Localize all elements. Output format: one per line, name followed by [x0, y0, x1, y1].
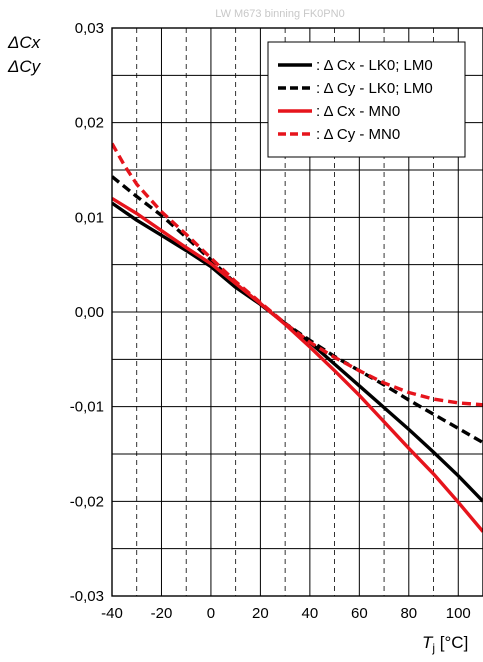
y-tick-label: -0,03	[70, 588, 104, 605]
x-tick-label: 20	[252, 605, 269, 622]
x-axis-label-symbol: T	[422, 633, 434, 652]
x-axis-label-unit: [°C]	[435, 633, 468, 652]
y-tick-label: -0,01	[70, 399, 104, 416]
series-line-1	[112, 201, 483, 503]
tick-labels: -40 -20 0 20 40 60 80 100 -0,03 -0,02 -0,01 0,00 0,0…	[70, 20, 471, 622]
x-tick-label: 40	[302, 605, 319, 622]
x-tick-label: -40	[101, 605, 123, 622]
x-axis-label: Tj [°C]	[422, 633, 468, 655]
legend-label-2: : Δ Cy - LK0; LM0	[316, 80, 433, 97]
y-tick-label: 0,01	[75, 209, 104, 226]
x-tick-label: 60	[351, 605, 368, 622]
x-tick-label: 80	[400, 605, 417, 622]
x-axis-label-subscript: j	[431, 641, 435, 655]
plot-frame	[111, 27, 483, 597]
chart-title: LW M673 binning FK0PN0	[215, 8, 344, 20]
legend-label-1: : Δ Cx - LK0; LM0	[316, 57, 433, 74]
y-tick-label: 0,02	[75, 115, 104, 132]
series-line-3	[112, 196, 483, 533]
y-tick-label: 0,03	[75, 20, 104, 37]
x-tick-label: -20	[151, 605, 173, 622]
y-axis-label-cy: ΔCy	[7, 57, 42, 76]
x-tick-label: 0	[207, 605, 215, 622]
legend-label-3: : Δ Cx - MN0	[316, 103, 400, 120]
y-axis-label-cx: ΔCx	[7, 33, 41, 52]
legend: : Δ Cx - LK0; LM0 : Δ Cy - LK0; LM0 : Δ Cx…	[267, 41, 466, 158]
legend-label-4: : Δ Cy - MN0	[316, 126, 400, 143]
svg-text:Tj [°C]: Tj [°C]	[422, 633, 468, 655]
series-layer	[112, 142, 483, 533]
y-tick-label: 0,00	[75, 304, 104, 321]
y-tick-label: -0,02	[70, 493, 104, 510]
series-line-4	[112, 142, 483, 407]
x-tick-label: 100	[446, 605, 471, 622]
legend-box	[267, 41, 466, 158]
